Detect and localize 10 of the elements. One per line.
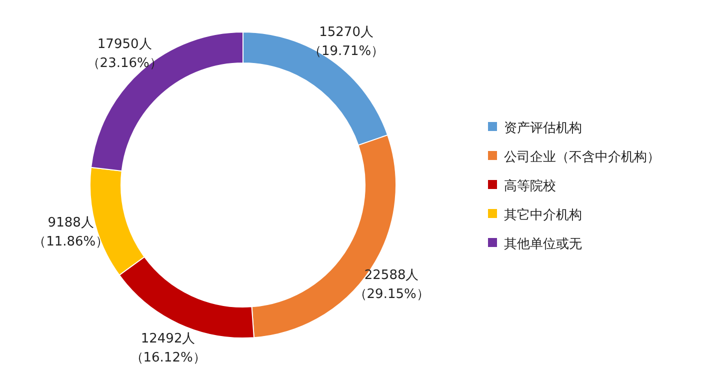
legend-label: 其它中介机构 xyxy=(504,207,582,223)
legend-label: 公司企业（不含中介机构） xyxy=(504,150,660,165)
data-label: 17950人（23.16%） xyxy=(86,37,162,72)
legend-label: 高等院校 xyxy=(504,178,556,194)
legend-label: 其他单位或无 xyxy=(504,237,582,252)
data-label: 22588人（29.15%） xyxy=(354,268,430,302)
data-label: 15270人（19.71%） xyxy=(308,25,384,60)
data-label: 12492人（16.12%） xyxy=(130,331,206,366)
legend-label: 资产评估机构 xyxy=(504,121,582,136)
data-label: 9188人（11.86%） xyxy=(33,215,109,250)
